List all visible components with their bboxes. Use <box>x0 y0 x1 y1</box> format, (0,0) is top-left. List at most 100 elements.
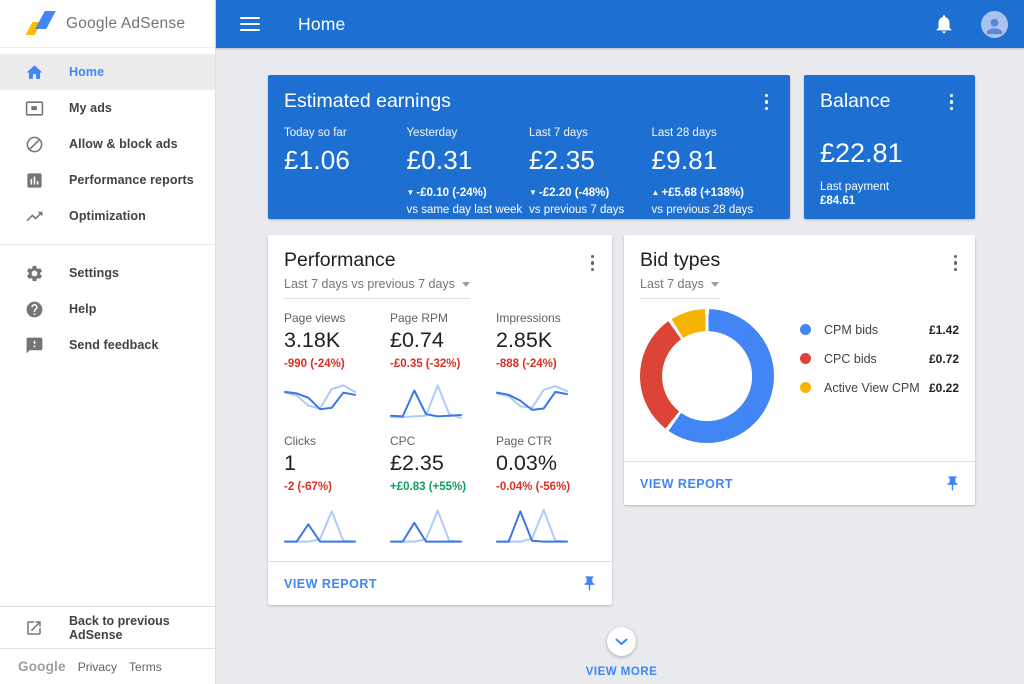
legend-dot-icon <box>800 353 811 364</box>
sidebar-item-label: Home <box>69 65 105 79</box>
sidebar-item-send-feedback[interactable]: Send feedback <box>0 327 215 363</box>
metric-delta: -0.04% (-56%) <box>496 481 571 493</box>
sparkline-page-ctr <box>496 493 596 557</box>
bid-types-title: Bid types <box>640 249 721 271</box>
sidebar-item-allow-block-ads[interactable]: Allow & block ads <box>0 126 215 162</box>
balance-kebab-menu-icon[interactable] <box>944 90 960 114</box>
earnings-delta: ▼ -£2.20 (-48%) <box>529 187 610 200</box>
adsense-logo-text: Google AdSense <box>66 14 186 32</box>
metric-delta: -990 (-24%) <box>284 358 345 370</box>
metric-clicks: Clicks 1 -2 (-67%) <box>284 434 384 493</box>
menu-icon[interactable] <box>240 13 260 35</box>
view-more-label[interactable]: VIEW MORE <box>585 666 658 678</box>
performance-kebab-menu-icon[interactable] <box>585 251 601 275</box>
trending-up-icon <box>25 207 44 226</box>
legend-label: CPC bids <box>824 351 877 366</box>
sidebar-item-label: Allow & block ads <box>69 137 178 151</box>
pin-icon[interactable] <box>944 475 961 492</box>
sidebar-item-performance-reports[interactable]: Performance reports <box>0 162 215 198</box>
gear-icon <box>25 264 44 283</box>
sidebar-item-label: Help <box>69 302 97 316</box>
my-ads-icon <box>25 99 44 118</box>
earnings-columns: Today so far £1.06 Yesterday £0.31 ▼ -£0.10 (… <box>284 127 774 216</box>
sidebar-item-settings[interactable]: Settings <box>0 255 215 291</box>
legend-value: £0.72 <box>928 351 959 366</box>
balance-value: £22.81 <box>820 138 903 169</box>
legend-dot-icon <box>800 324 811 335</box>
bid-types-card: Bid types Last 7 days CPM bids £1.42 CPC b… <box>624 235 975 505</box>
feedback-icon <box>25 336 44 355</box>
metric-value: £0.74 <box>390 328 444 352</box>
metric-page-ctr: Page CTR 0.03% -0.04% (-56%) <box>496 434 596 493</box>
bid-types-view-report-link[interactable]: VIEW REPORT <box>640 476 734 491</box>
adsense-logo[interactable]: Google AdSense <box>0 0 215 48</box>
home-icon <box>25 63 44 82</box>
page-title: Home <box>298 13 346 34</box>
help-icon <box>25 300 44 319</box>
metric-value: 3.18K <box>284 328 341 352</box>
metric-page-rpm: Page RPM £0.74 -£0.35 (-32%) <box>390 311 490 370</box>
metric-page-views: Page views 3.18K -990 (-24%) <box>284 311 384 370</box>
sparkline-page-rpm <box>390 370 490 434</box>
earnings-value: £0.31 <box>406 145 473 176</box>
legend-value: £1.42 <box>928 322 959 337</box>
chevron-down-icon <box>461 281 470 287</box>
reports-icon <box>25 171 44 190</box>
estimated-earnings-card: Estimated earnings Today so far £1.06 Yest… <box>268 75 790 219</box>
metric-cpc: CPC £2.35 +£0.83 (+55%) <box>390 434 490 493</box>
back-to-previous-adsense[interactable]: Back to previous AdSense <box>0 606 215 648</box>
metric-label: Page RPM <box>390 311 449 325</box>
privacy-link[interactable]: Privacy <box>77 659 118 674</box>
balance-title: Balance <box>820 90 891 112</box>
bid-types-kebab-menu-icon[interactable] <box>948 251 964 275</box>
sidebar-item-label: Settings <box>69 266 120 280</box>
earnings-compare-label: vs previous 7 days <box>529 204 625 217</box>
sidebar-spacer <box>0 369 215 606</box>
earnings-value: £2.35 <box>529 145 596 176</box>
view-more-button[interactable] <box>607 627 636 656</box>
metric-value: £2.35 <box>390 451 444 475</box>
estimated-earnings-title: Estimated earnings <box>284 90 451 112</box>
bid-types-donut-chart <box>640 309 774 443</box>
adsense-logo-icon <box>25 9 56 39</box>
performance-view-report-link[interactable]: VIEW REPORT <box>284 576 378 591</box>
sidebar-nav-main: Home My ads Allow & block ads Performance r… <box>0 48 215 240</box>
sidebar-item-help[interactable]: Help <box>0 291 215 327</box>
bid-types-period-selector[interactable]: Last 7 days <box>640 277 719 299</box>
legend-label: CPM bids <box>824 322 879 337</box>
sidebar-item-optimization[interactable]: Optimization <box>0 198 215 234</box>
down-arrow-icon: ▼ <box>529 188 537 198</box>
last-payment-label: Last payment <box>820 181 890 194</box>
down-arrow-icon: ▼ <box>406 188 415 198</box>
notifications-bell-icon[interactable] <box>933 13 955 35</box>
open-in-new-icon <box>25 619 43 637</box>
sidebar-item-home[interactable]: Home <box>0 54 215 90</box>
earnings-period-label: Today so far <box>284 127 347 140</box>
metric-delta: -2 (-67%) <box>284 481 332 493</box>
sidebar-nav-secondary: Settings Help Send feedback <box>0 249 215 369</box>
terms-link[interactable]: Terms <box>129 659 162 674</box>
legend-dot-icon <box>800 382 811 393</box>
pin-icon[interactable] <box>581 575 598 592</box>
metric-label: Impressions <box>496 311 561 325</box>
balance-card: Balance £22.81 Last payment £84.61 <box>804 75 975 219</box>
earnings-value: £9.81 <box>651 145 718 176</box>
sidebar-item-label: My ads <box>69 101 112 115</box>
performance-period-selector[interactable]: Last 7 days vs previous 7 days <box>284 277 470 299</box>
avatar[interactable] <box>981 10 1008 38</box>
metric-value: 0.03% <box>496 451 557 475</box>
sidebar-footer: Google Privacy Terms <box>0 648 215 684</box>
earnings-kebab-menu-icon[interactable] <box>759 90 775 114</box>
metric-impressions: Impressions 2.85K -888 (-24%) <box>496 311 596 370</box>
earnings-column: Today so far £1.06 <box>284 127 407 216</box>
earnings-column: Yesterday £0.31 ▼ -£0.10 (-24%) vs same day … <box>407 127 530 216</box>
legend-value: £0.22 <box>928 380 959 395</box>
sidebar-item-my-ads[interactable]: My ads <box>0 90 215 126</box>
legend-item-cpm-bids: CPM bids £1.42 <box>800 315 959 344</box>
sidebar-item-label: Optimization <box>69 209 146 223</box>
earnings-delta: ▼ -£0.10 (-24%) <box>406 187 487 200</box>
earnings-column: Last 28 days £9.81 ▲ +£5.68 (+138%) vs previ… <box>652 127 775 216</box>
earnings-delta: ▲ +£5.68 (+138%) <box>651 187 744 200</box>
metric-delta: -888 (-24%) <box>496 358 557 370</box>
sidebar-item-label: Performance reports <box>69 173 194 187</box>
